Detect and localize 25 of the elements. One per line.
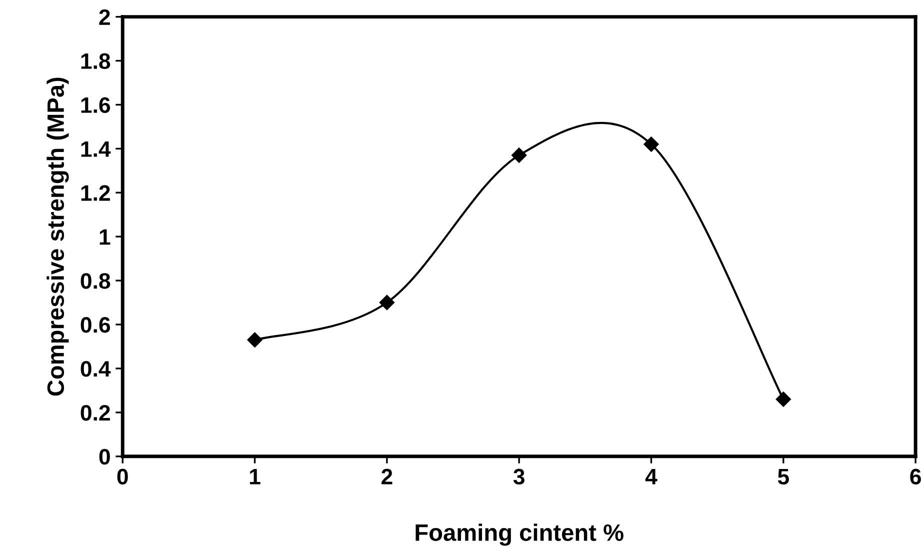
x-tick-label: 4 — [645, 469, 658, 484]
y-tick-label: 0.2 — [80, 404, 110, 421]
y-tick-label: 0.8 — [80, 273, 110, 289]
y-tick-label: 1.6 — [81, 97, 110, 113]
point — [247, 332, 262, 348]
y-tick-label: 1.8 — [81, 53, 110, 70]
x-tick-label: 0 — [117, 468, 128, 485]
point — [644, 136, 659, 152]
point — [776, 392, 791, 407]
y-tick-label: 2 — [99, 9, 110, 25]
y-tick-label: 1 — [100, 229, 110, 245]
x-tick-label: 3 — [513, 468, 524, 485]
y-tick-label: 0 — [99, 448, 110, 465]
x-tick-label: 1 — [250, 469, 260, 484]
y-axis-title: Compressive strength (MPa) — [46, 78, 69, 396]
x-tick-label: 2 — [382, 468, 392, 484]
point — [512, 148, 527, 163]
y-tick-label: 0.4 — [80, 361, 111, 377]
y-tick-label: 1.2 — [81, 185, 110, 201]
x-tick-label: 5 — [778, 469, 789, 485]
y-tick-label: 0.6 — [80, 317, 110, 333]
point — [379, 294, 395, 310]
x-tick-label: 6 — [910, 468, 921, 485]
y-tick-label: 1.4 — [81, 141, 111, 157]
x-axis-title: Foaming cintent % — [416, 524, 624, 546]
